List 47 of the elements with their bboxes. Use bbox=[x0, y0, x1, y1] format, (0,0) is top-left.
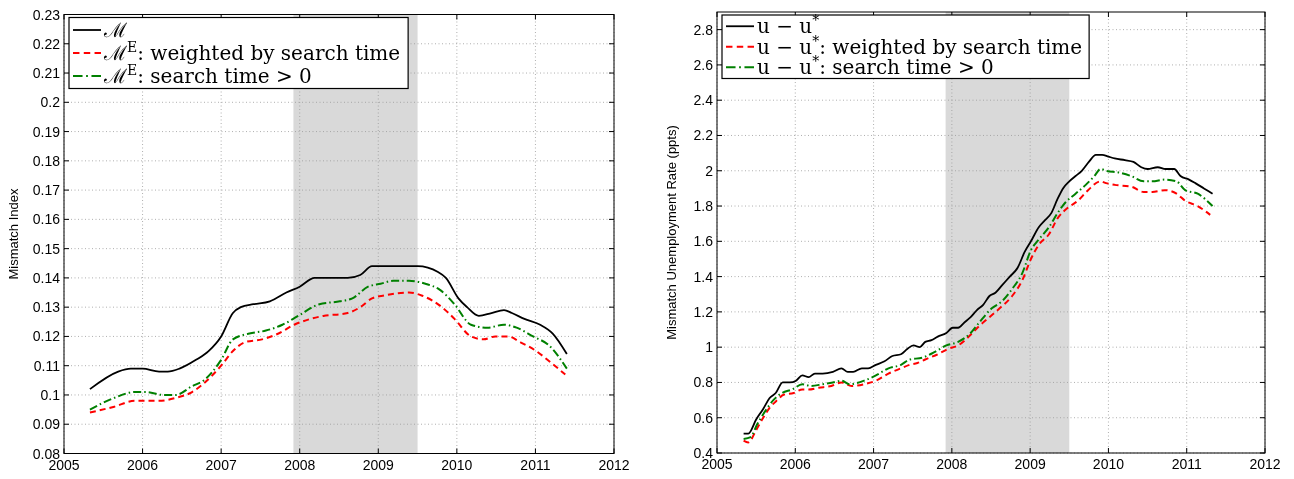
y-tick-label: 0.6 bbox=[693, 409, 714, 426]
y-tick-label: 0.14 bbox=[32, 269, 61, 286]
y-tick-label: 1.8 bbox=[693, 198, 714, 215]
y-tick-label: 0.13 bbox=[32, 299, 61, 316]
y-tick-label: 2.6 bbox=[693, 56, 714, 73]
y-tick-label: 2.2 bbox=[693, 127, 714, 144]
y-tick-label: 2.4 bbox=[693, 92, 714, 109]
x-tick-label: 2008 bbox=[284, 456, 316, 473]
x-tick-label: 2011 bbox=[1171, 456, 1202, 472]
y-tick-label: 0.1 bbox=[40, 386, 61, 403]
legend-label: ℳ$^{E}$: weighted by search time bbox=[103, 39, 401, 65]
y-axis-title: Mismatch Unemployment Rate (ppts) bbox=[664, 125, 679, 340]
x-tick-label: 2009 bbox=[1014, 456, 1046, 472]
x-tick-label: 2008 bbox=[936, 456, 968, 472]
x-tick-label: 2010 bbox=[441, 456, 473, 473]
legend-label: ℳ bbox=[103, 18, 128, 42]
x-tick-label: 2007 bbox=[205, 456, 237, 473]
y-tick-label: 1.2 bbox=[693, 303, 714, 320]
y-tick-label: 0.18 bbox=[32, 152, 61, 169]
x-tick-label: 2006 bbox=[779, 456, 812, 472]
y-tick-label: 0.4 bbox=[693, 445, 714, 461]
x-tick-label: 2012 bbox=[1249, 456, 1281, 472]
x-tick-label: 2007 bbox=[857, 456, 890, 472]
y-tick-label: 0.15 bbox=[32, 240, 61, 257]
y-tick-label: 0.19 bbox=[32, 123, 61, 140]
y-tick-label: 0.12 bbox=[32, 328, 61, 345]
y-tick-label: 0.22 bbox=[32, 35, 61, 52]
x-tick-label: 2011 bbox=[520, 456, 551, 473]
y-tick-label: 0.17 bbox=[32, 182, 61, 199]
x-tick-label: 2012 bbox=[598, 456, 630, 473]
y-tick-label: 0.11 bbox=[33, 357, 61, 374]
y-tick-label: 0.2 bbox=[40, 94, 61, 111]
y-axis-title: Mismatch Index bbox=[6, 187, 21, 280]
x-tick-label: 2009 bbox=[362, 456, 395, 473]
y-tick-label: 0.23 bbox=[32, 6, 61, 23]
y-tick-label: 0.21 bbox=[32, 65, 61, 82]
y-tick-label: 1.4 bbox=[693, 268, 714, 285]
y-tick-label: 0.09 bbox=[32, 416, 61, 433]
y-tick-label: 1.6 bbox=[693, 233, 714, 250]
y-tick-label: 0.8 bbox=[693, 374, 714, 391]
line-series bbox=[89, 265, 568, 391]
x-tick-label: 2010 bbox=[1092, 456, 1125, 472]
y-tick-label: 1 bbox=[705, 339, 714, 356]
y-tick-label: 2.8 bbox=[693, 21, 714, 38]
y-tick-label: 2 bbox=[705, 162, 714, 179]
x-tick-label: 2006 bbox=[126, 456, 159, 473]
y-tick-label: 0.16 bbox=[32, 211, 61, 228]
